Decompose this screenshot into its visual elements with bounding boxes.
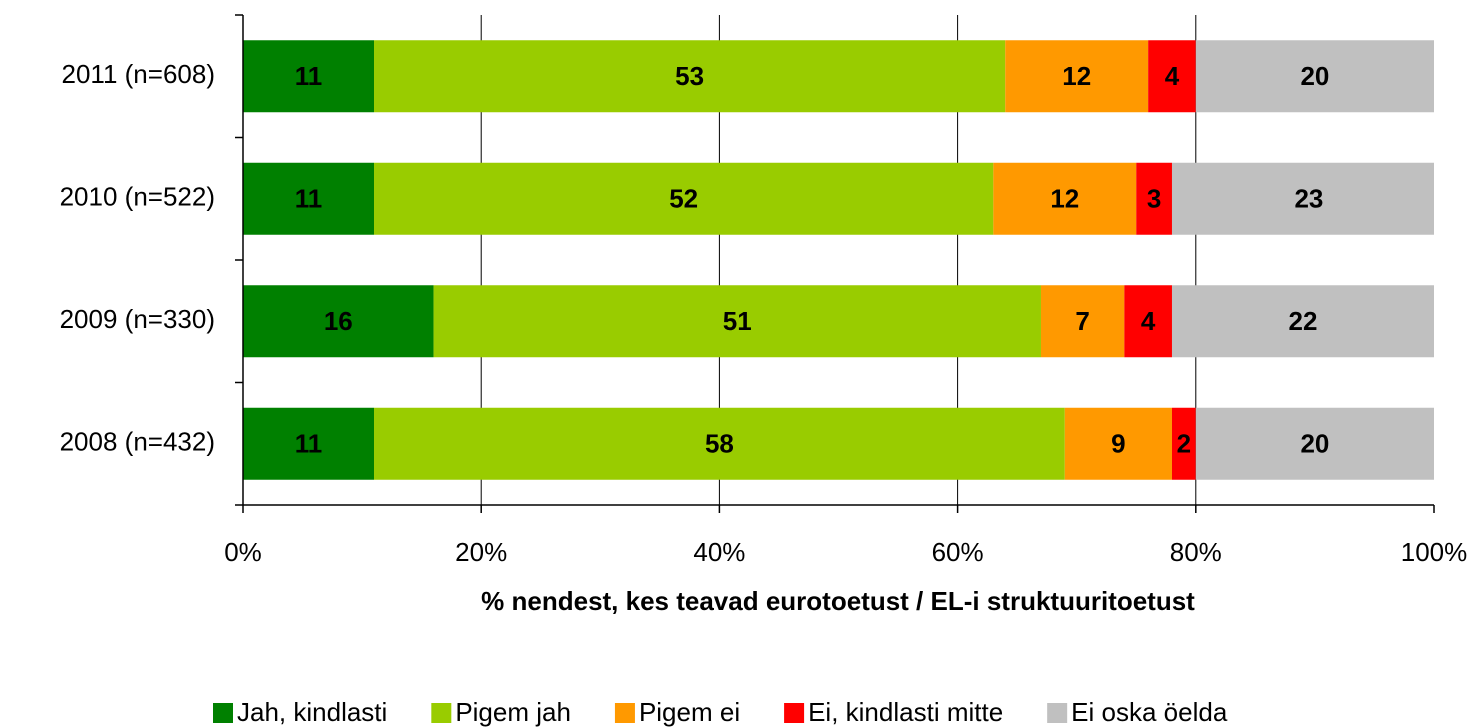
bar-segment xyxy=(374,40,1006,113)
legend-label: Jah, kindlasti xyxy=(237,697,387,727)
bar-segment xyxy=(1148,40,1196,113)
data-label: 11 xyxy=(295,184,323,214)
legend-swatch xyxy=(784,703,805,723)
x-tick-label: 0% xyxy=(224,537,262,567)
bar-segment xyxy=(993,162,1137,235)
data-label: 12 xyxy=(1062,61,1091,91)
data-label: 23 xyxy=(1294,184,1323,214)
data-label: 53 xyxy=(675,61,704,91)
data-label: 4 xyxy=(1165,61,1180,91)
bar-segment xyxy=(1005,40,1149,113)
bar-segment xyxy=(1064,407,1172,480)
legend-swatch xyxy=(431,703,452,723)
y-tick-label: 2008 (n=432) xyxy=(60,427,215,457)
bar-segment xyxy=(243,40,375,113)
bar-segment xyxy=(433,285,1041,358)
data-label: 51 xyxy=(723,306,752,336)
y-tick-label: 2009 (n=330) xyxy=(60,304,215,334)
y-tick-label: 2011 (n=608) xyxy=(62,59,215,89)
bar-segment xyxy=(243,407,375,480)
legend-label: Pigem ei xyxy=(639,697,740,727)
bar-segment xyxy=(1171,162,1434,235)
bar-segment xyxy=(243,162,375,235)
bar-segment xyxy=(374,407,1065,480)
legend-label: Ei oska öelda xyxy=(1071,697,1228,727)
data-label: 16 xyxy=(324,306,353,336)
data-label: 2 xyxy=(1177,429,1191,459)
x-tick-label: 60% xyxy=(932,537,984,567)
legend-swatch xyxy=(614,703,635,723)
data-label: 12 xyxy=(1050,184,1079,214)
data-label: 7 xyxy=(1075,306,1089,336)
bar-segment xyxy=(1040,285,1125,358)
x-tick-label: 100% xyxy=(1401,537,1468,567)
bar-segment xyxy=(1171,285,1434,358)
bar-segment xyxy=(1171,407,1196,480)
bar-segment xyxy=(1195,40,1434,113)
bars: 11 11 16 11 53 52 51 58 12 12 7 9 4 3 4 2 20 23 22 20 xyxy=(243,40,1434,480)
x-tick-label: 80% xyxy=(1170,537,1222,567)
data-label: 22 xyxy=(1289,306,1318,336)
legend-label: Pigem jah xyxy=(455,697,571,727)
bar-segment xyxy=(243,285,434,358)
x-tick-label: 40% xyxy=(693,537,745,567)
data-label: 58 xyxy=(705,429,734,459)
data-label: 20 xyxy=(1300,429,1329,459)
data-label: 52 xyxy=(669,184,698,214)
x-tick-label: 20% xyxy=(455,537,507,567)
data-label: 20 xyxy=(1300,61,1329,91)
data-label: 11 xyxy=(295,61,323,91)
legend-swatch xyxy=(213,703,233,723)
legend-swatch xyxy=(1047,703,1068,723)
data-label: 11 xyxy=(295,429,323,459)
bar-segment xyxy=(1136,162,1172,235)
legend-label: Ei, kindlasti mitte xyxy=(808,697,1003,727)
bar-segment xyxy=(1124,285,1172,358)
x-axis-title: % nendest, kes teavad eurotoetust / EL-i… xyxy=(481,586,1195,616)
data-label: 9 xyxy=(1111,429,1125,459)
data-label: 4 xyxy=(1141,306,1156,336)
bar-segment xyxy=(1195,407,1434,480)
y-tick-label: 2010 (n=522) xyxy=(60,182,215,212)
data-label: 3 xyxy=(1147,184,1161,214)
bar-segment xyxy=(374,162,994,235)
